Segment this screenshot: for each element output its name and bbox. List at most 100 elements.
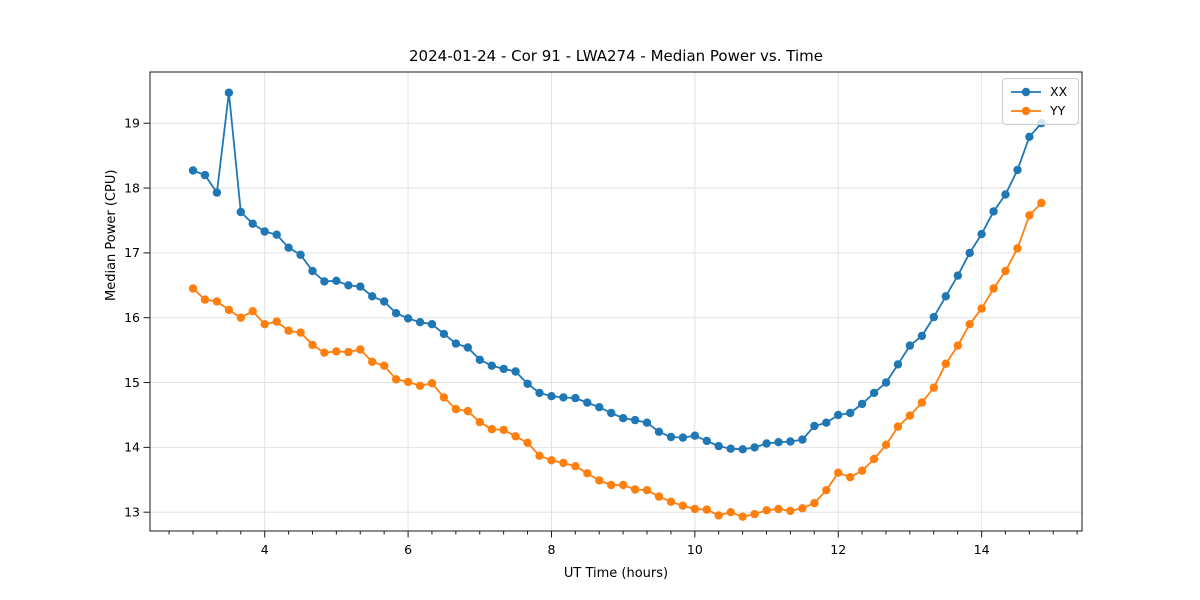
data-point-yy <box>344 347 353 357</box>
data-point-xx <box>344 281 353 290</box>
data-point-xx <box>917 331 927 341</box>
data-point-xx <box>356 282 365 291</box>
data-point-yy <box>857 466 867 475</box>
data-point-yy <box>846 473 855 482</box>
data-point-yy <box>415 381 425 390</box>
data-point-yy <box>320 348 329 357</box>
data-point-xx <box>451 339 461 348</box>
data-point-yy <box>260 320 269 329</box>
data-point-yy <box>499 425 508 435</box>
data-point-xx <box>487 361 496 370</box>
x-tick-label: 8 <box>548 542 556 557</box>
x-tick-label: 14 <box>974 542 990 557</box>
data-point-yy <box>368 357 377 366</box>
legend-entry-yy: YY <box>1010 102 1078 122</box>
data-point-xx <box>714 441 723 451</box>
data-point-xx <box>583 398 592 407</box>
data-point-xx <box>595 403 604 412</box>
data-point-yy <box>630 485 640 494</box>
data-point-yy <box>822 486 831 495</box>
y-tick-label: 16 <box>124 310 140 325</box>
data-point-yy <box>666 497 676 506</box>
data-point-yy <box>559 458 568 468</box>
data-point-yy <box>451 404 461 414</box>
data-point-yy <box>619 480 628 490</box>
data-point-yy <box>607 480 616 490</box>
data-point-xx <box>607 408 616 418</box>
data-point-yy <box>439 393 449 402</box>
data-point-xx <box>475 355 484 364</box>
data-point-xx <box>559 393 568 402</box>
data-point-xx <box>881 378 891 387</box>
data-point-xx <box>810 421 819 431</box>
data-point-xx <box>1001 190 1010 199</box>
data-point-yy <box>236 313 245 322</box>
data-point-yy <box>774 504 783 514</box>
data-point-xx <box>846 408 855 418</box>
data-point-yy <box>702 505 711 514</box>
data-point-xx <box>630 415 640 425</box>
data-point-yy <box>188 284 198 293</box>
data-point-xx <box>977 229 986 239</box>
data-point-yy <box>308 340 317 350</box>
y-tick-label: 15 <box>124 375 140 390</box>
data-point-xx <box>296 250 305 259</box>
data-point-yy <box>248 307 257 316</box>
data-point-xx <box>893 360 903 369</box>
legend-label-yy: YY <box>1050 103 1066 118</box>
data-point-xx <box>738 445 747 454</box>
data-point-yy <box>798 504 807 513</box>
data-point-yy <box>869 454 879 464</box>
data-point-xx <box>511 367 520 376</box>
data-point-xx <box>965 248 974 258</box>
y-tick-label: 19 <box>124 116 140 131</box>
legend-marker-xx <box>1011 87 1041 96</box>
data-point-xx <box>248 219 257 228</box>
data-point-yy <box>690 504 700 514</box>
data-point-xx <box>463 343 472 352</box>
series-line-yy <box>192 202 1043 518</box>
x-tick-label: 10 <box>687 542 703 557</box>
data-point-xx <box>523 379 532 388</box>
data-point-yy <box>834 468 843 477</box>
data-point-xx <box>905 341 915 350</box>
data-point-xx <box>989 207 998 216</box>
data-point-yy <box>595 476 604 485</box>
data-point-xx <box>798 435 807 444</box>
y-tick-label: 14 <box>124 440 140 455</box>
data-point-xx <box>272 230 281 239</box>
data-point-xx <box>308 266 317 276</box>
data-point-yy <box>224 305 234 315</box>
data-point-yy <box>881 440 891 449</box>
data-point-yy <box>463 406 472 416</box>
data-point-yy <box>762 506 771 515</box>
legend-marker-yy <box>1011 107 1041 116</box>
data-point-xx <box>690 431 700 440</box>
x-axis-label: UT Time (hours) <box>563 566 669 581</box>
y-tick-label: 17 <box>124 245 140 260</box>
data-point-yy <box>380 361 389 370</box>
data-point-xx <box>666 432 676 442</box>
data-point-xx <box>1025 132 1034 141</box>
data-point-yy <box>786 506 795 516</box>
data-point-xx <box>439 329 449 339</box>
data-point-yy <box>750 509 759 519</box>
data-point-xx <box>499 364 508 374</box>
data-point-xx <box>869 388 879 398</box>
data-point-xx <box>834 410 843 420</box>
x-tick-label: 12 <box>830 542 846 557</box>
data-point-yy <box>212 297 222 306</box>
data-point-xx <box>941 292 950 301</box>
data-point-xx <box>535 388 544 398</box>
data-point-yy <box>953 341 962 350</box>
data-point-xx <box>200 170 210 180</box>
data-point-yy <box>200 295 210 304</box>
data-point-yy <box>391 375 401 384</box>
data-point-yy <box>356 345 365 354</box>
data-point-yy <box>523 438 532 447</box>
data-point-yy <box>1025 211 1034 220</box>
legend-label-xx: XX <box>1050 83 1068 99</box>
data-point-yy <box>810 498 819 508</box>
